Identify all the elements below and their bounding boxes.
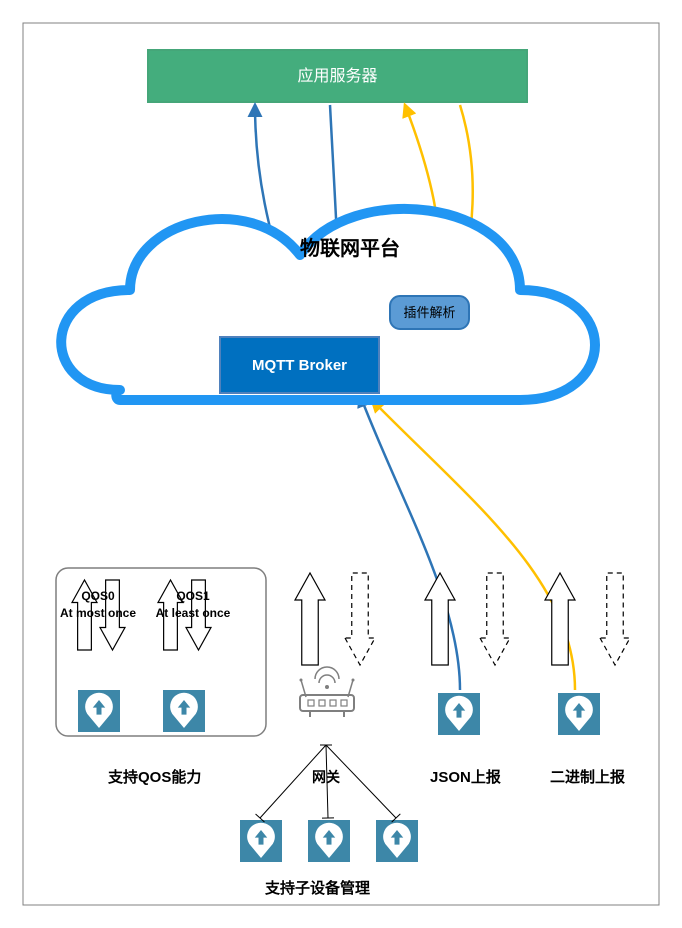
label-qos: 支持QOS能力 (107, 768, 201, 786)
label-json: JSON上报 (430, 769, 501, 786)
mqtt-broker-box: MQTT Broker (220, 337, 379, 393)
label-subdevice: 支持子设备管理 (264, 879, 370, 897)
cloud-title: 物联网平台 (300, 236, 400, 260)
device-icon (240, 820, 282, 862)
outline-arrows-group (295, 573, 630, 665)
qos-label: QOS0 (81, 589, 115, 603)
label-gateway: 网关 (312, 769, 340, 785)
app-server-box: 应用服务器 (148, 50, 527, 102)
label-binary: 二进制上报 (550, 768, 625, 786)
qos-label: QOS1 (176, 589, 210, 603)
qos-sublabel: At least once (156, 606, 231, 620)
qos-sublabel: At most once (60, 606, 136, 620)
app-server-label: 应用服务器 (297, 66, 377, 85)
plugin-label: 插件解析 (403, 305, 455, 320)
plugin-box: 插件解析 (390, 296, 469, 329)
device-icon (308, 820, 350, 862)
mqtt-broker-label: MQTT Broker (252, 357, 347, 374)
device-icon (78, 690, 120, 732)
gateway-icon (300, 667, 355, 717)
device-icon (558, 693, 600, 735)
device-icon (376, 820, 418, 862)
device-icon (438, 693, 480, 735)
device-icon (163, 690, 205, 732)
